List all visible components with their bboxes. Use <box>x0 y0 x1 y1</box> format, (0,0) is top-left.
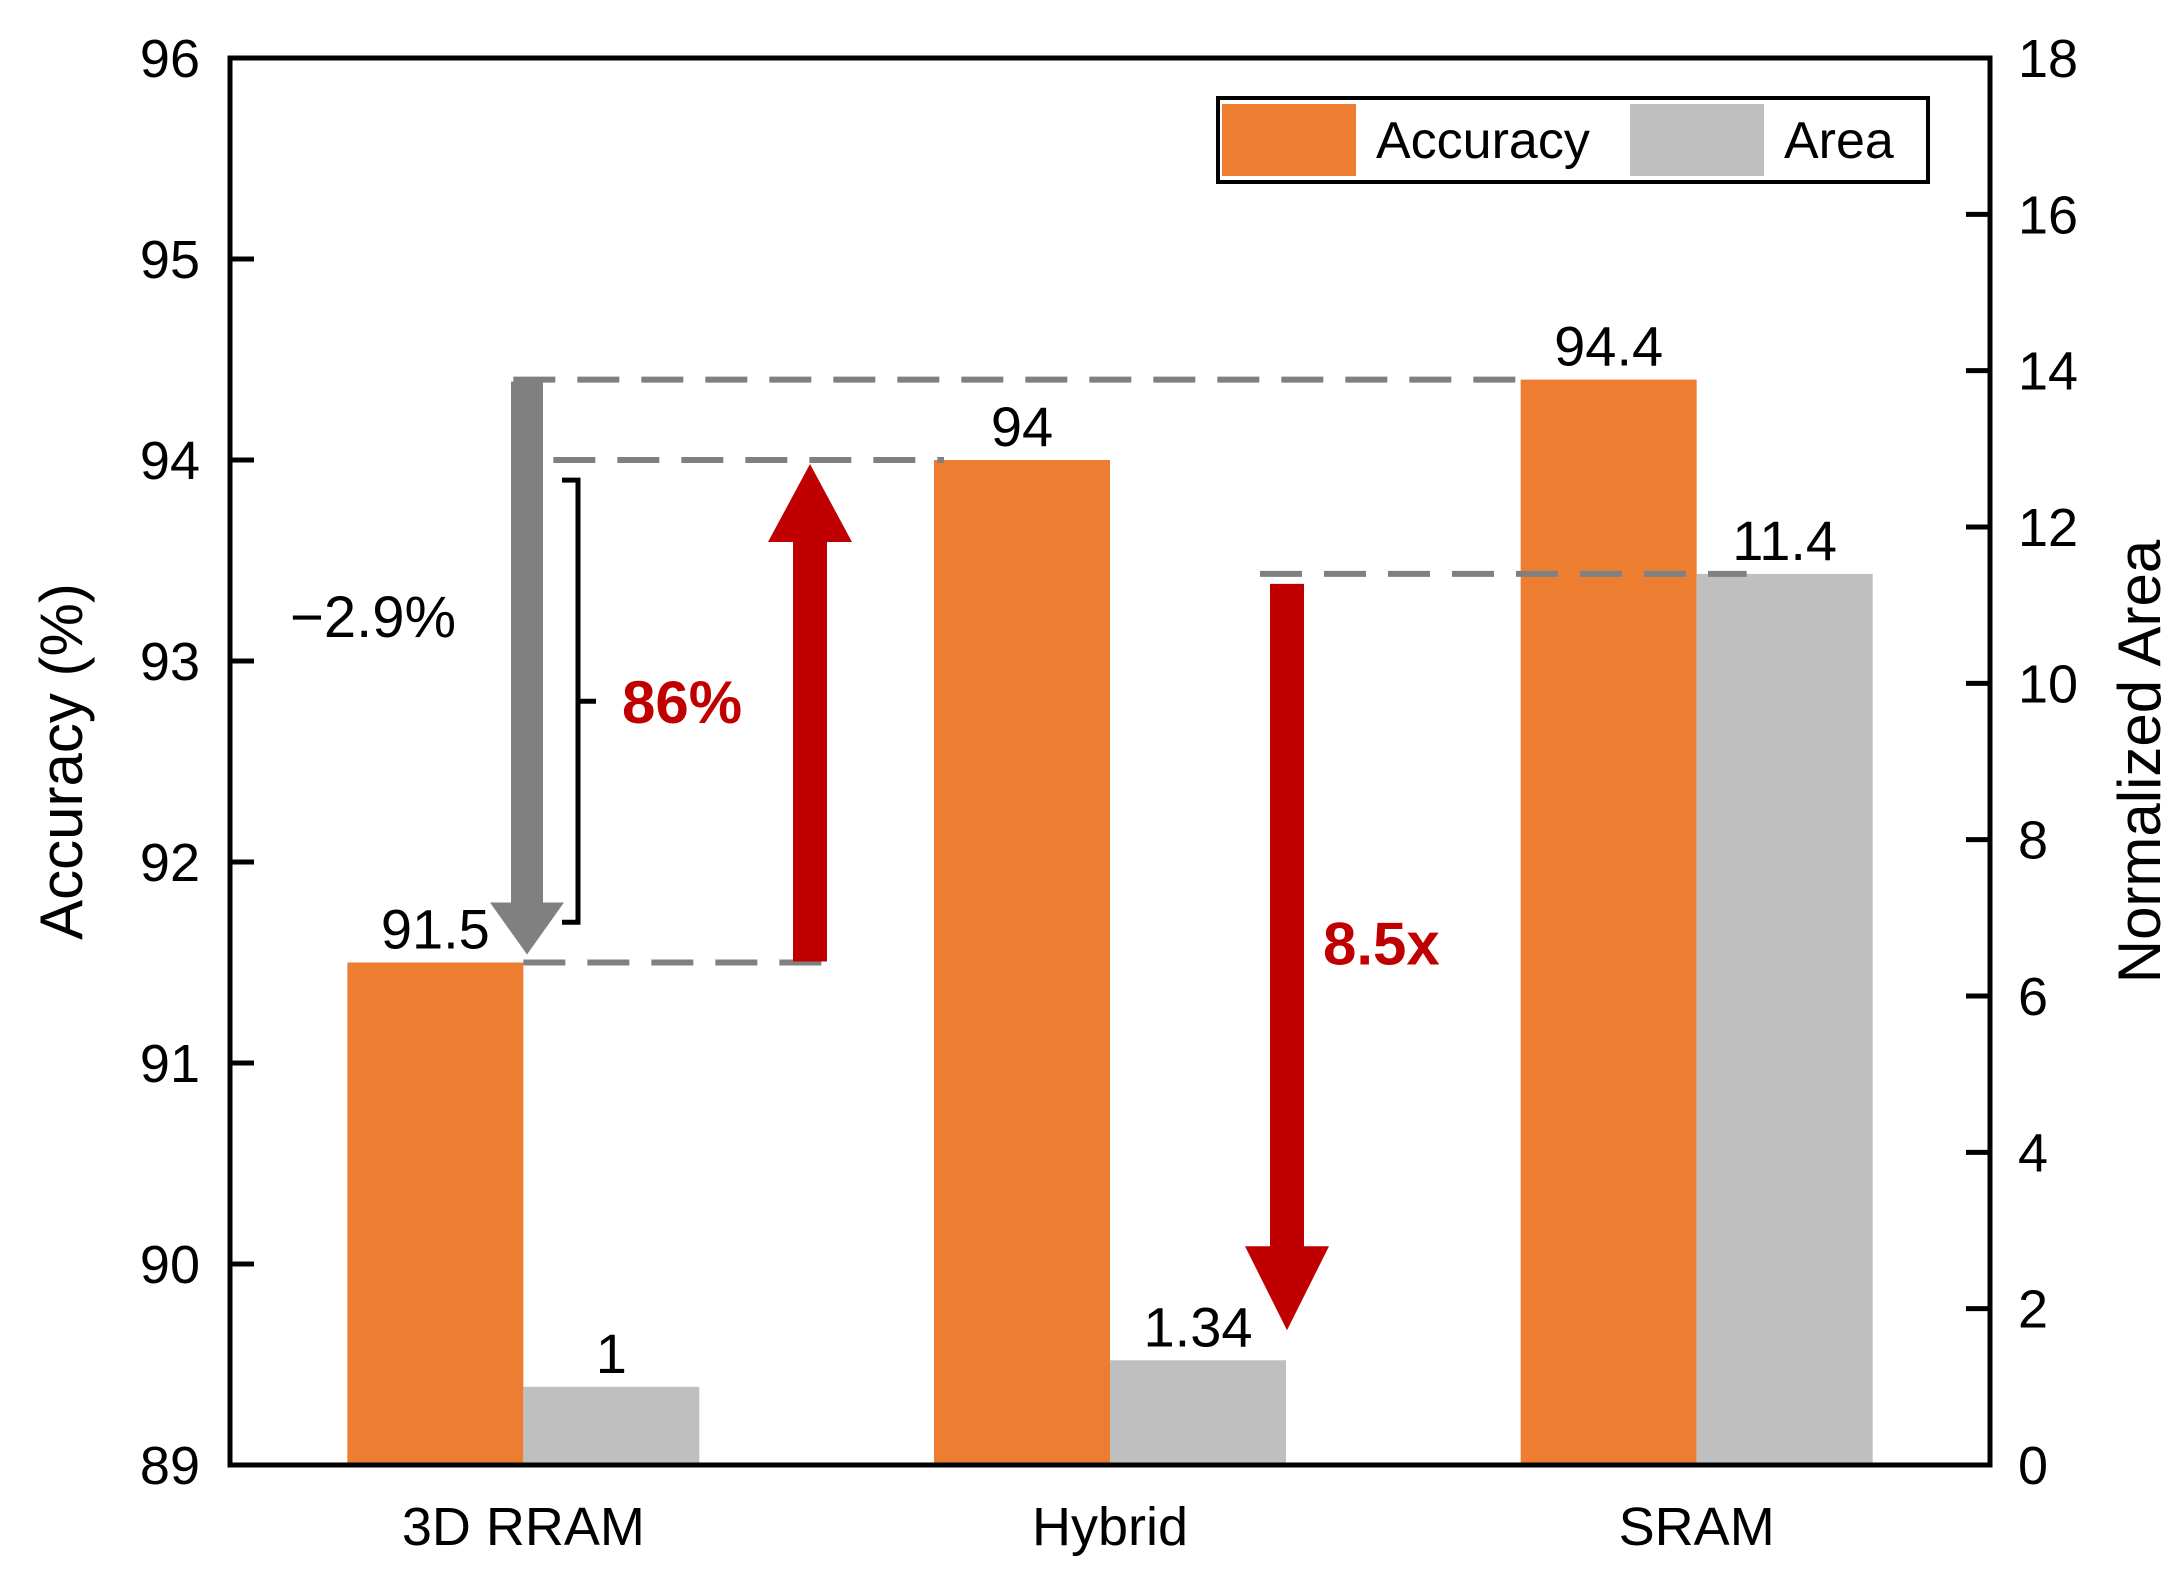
bar-area-sram <box>1696 573 1873 1465</box>
tick-label-left: 96 <box>140 29 200 89</box>
data-label-accuracy-hybrid: 94 <box>991 395 1053 458</box>
bars-layer: 91.5 1 94 1.34 94.4 11.4 <box>347 315 1873 1466</box>
data-label-area-hybrid: 1.34 <box>1144 1295 1253 1358</box>
annotations-layer: −2.9% 86% 8.5x <box>290 381 1440 1331</box>
bar-accuracy-hybrid <box>934 460 1110 1465</box>
data-label-accuracy-sram: 94.4 <box>1554 315 1663 378</box>
tick-label-right: 0 <box>2018 1436 2048 1496</box>
category-label-3d-rram: 3D RRAM <box>402 1497 645 1557</box>
tick-label-left: 95 <box>140 230 200 290</box>
legend-swatch-accuracy <box>1222 104 1356 176</box>
left-axis-ticks: 89 90 91 92 93 94 95 96 <box>140 29 254 1496</box>
guide-lines-layer <box>513 376 1747 966</box>
data-label-accuracy-3d-rram: 91.5 <box>381 898 490 961</box>
tick-label-left: 92 <box>140 833 200 893</box>
bar-accuracy-sram <box>1520 379 1697 1466</box>
drop-label: −2.9% <box>290 585 456 650</box>
data-label-area-sram: 11.4 <box>1732 509 1837 572</box>
tick-label-left: 91 <box>140 1034 200 1094</box>
data-label-area-3d-rram: 1 <box>596 1322 627 1385</box>
area-reduction-label: 8.5x <box>1323 910 1440 977</box>
tick-label-left: 89 <box>140 1436 200 1496</box>
y-axis-label-left: Accuracy (%) <box>28 583 95 940</box>
tick-label-right: 18 <box>2018 29 2078 89</box>
tick-label-right: 6 <box>2018 967 2048 1027</box>
plot-frame <box>227 55 1993 1468</box>
category-label-sram: SRAM <box>1619 1497 1775 1557</box>
recovery-label: 86% <box>622 669 742 736</box>
tick-label-left: 90 <box>140 1235 200 1295</box>
area-arrow-head <box>1245 1246 1329 1331</box>
tick-label-right: 8 <box>2018 811 2048 871</box>
category-label-hybrid: Hybrid <box>1032 1497 1188 1557</box>
tick-label-right: 12 <box>2018 498 2078 558</box>
tick-label-right: 16 <box>2018 185 2078 245</box>
tick-label-right: 4 <box>2018 1123 2048 1183</box>
bar-accuracy-3d-rram <box>347 962 524 1465</box>
tick-label-left: 94 <box>140 431 200 491</box>
y-axis-label-right: Normalized Area <box>2106 539 2173 983</box>
legend-swatch-area <box>1630 104 1764 176</box>
legend-label-area: Area <box>1784 112 1894 170</box>
tick-label-right: 2 <box>2018 1280 2048 1340</box>
tick-label-right: 14 <box>2018 342 2078 402</box>
recovery-arrow-head <box>768 464 852 542</box>
recovery-bracket <box>562 477 596 925</box>
drop-arrow-head <box>490 902 564 955</box>
legend-label-accuracy: Accuracy <box>1376 112 1590 170</box>
x-axis-ticks: 3D RRAM Hybrid SRAM <box>402 1497 1775 1557</box>
right-axis-ticks: 0 2 4 6 8 10 12 14 16 18 <box>1966 29 2078 1496</box>
bar-area-3d-rram <box>523 1386 700 1465</box>
tick-label-left: 93 <box>140 632 200 692</box>
legend: Accuracy Area <box>1216 96 1930 184</box>
bar-area-hybrid <box>1110 1360 1286 1465</box>
tick-label-right: 10 <box>2018 654 2078 714</box>
